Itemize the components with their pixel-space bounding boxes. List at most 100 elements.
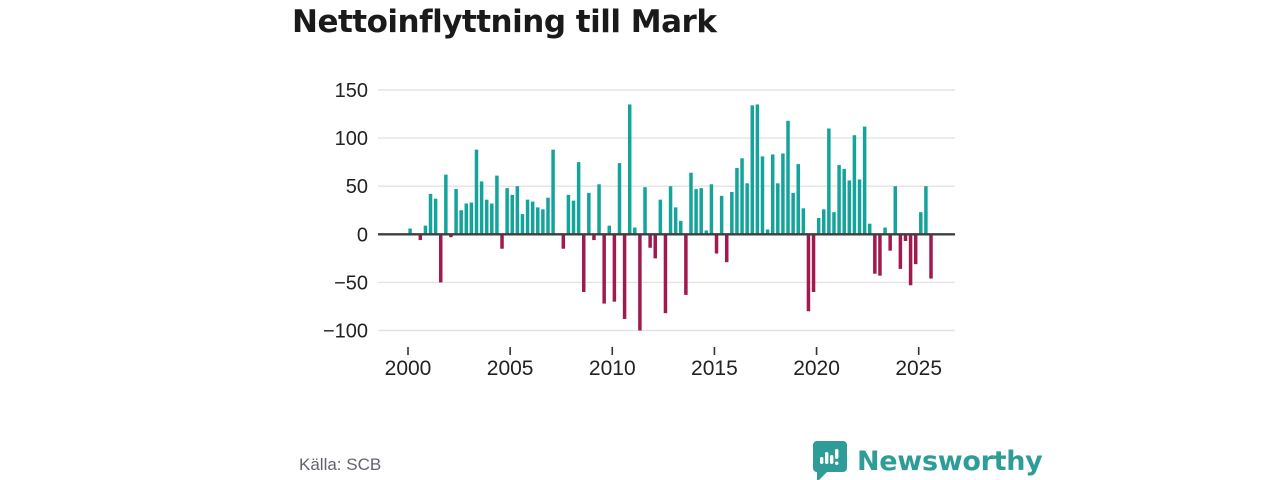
bar <box>893 186 898 235</box>
bar <box>612 234 617 302</box>
bar <box>653 234 657 259</box>
bar <box>515 186 520 235</box>
bar <box>571 200 576 235</box>
bar <box>658 199 663 235</box>
bar <box>919 212 923 235</box>
bar <box>479 181 484 235</box>
bar <box>597 184 601 235</box>
bar <box>423 225 428 235</box>
bar <box>530 201 535 235</box>
bar <box>449 234 453 238</box>
x-axis-tick-label: 2015 <box>691 357 738 380</box>
bar <box>592 234 596 241</box>
bar <box>622 234 627 319</box>
bar <box>811 234 816 293</box>
bar <box>566 194 571 235</box>
bar <box>627 104 632 235</box>
bar <box>786 120 790 235</box>
bar <box>418 234 423 241</box>
bar <box>827 128 831 235</box>
x-axis-tick-label: 2025 <box>895 357 942 380</box>
bar <box>602 234 606 304</box>
bar <box>444 174 448 235</box>
bar <box>709 184 714 235</box>
bar <box>832 212 836 235</box>
y-axis-tick-label: 100 <box>335 128 368 150</box>
bar <box>433 198 438 235</box>
y-axis-tick-label: −50 <box>334 272 368 294</box>
bar <box>428 193 433 235</box>
chart-title: Nettoinflyttning till Mark <box>292 4 717 40</box>
bar <box>806 234 811 312</box>
speech-bubble-bar-chart-icon <box>813 441 847 480</box>
bar <box>873 234 877 274</box>
bar <box>510 194 514 235</box>
brand-name: Newsworthy <box>857 445 1043 477</box>
bar <box>668 186 673 235</box>
bar <box>770 154 775 235</box>
bar <box>898 234 903 269</box>
bar <box>454 189 458 235</box>
bar <box>735 167 739 235</box>
bar <box>684 234 688 295</box>
bar <box>633 227 637 235</box>
bar <box>837 165 841 235</box>
bar <box>484 199 489 235</box>
bar <box>643 187 647 235</box>
y-axis-tick-label: 150 <box>335 80 368 102</box>
bar <box>520 214 525 235</box>
newsworthy-brand: Newsworthy <box>813 441 1043 480</box>
bar <box>929 234 933 279</box>
bar <box>694 189 698 235</box>
x-axis-tick-label: 2020 <box>793 357 840 380</box>
bar <box>842 168 846 235</box>
bar <box>888 234 892 251</box>
bar <box>878 234 882 276</box>
bar <box>730 191 734 235</box>
y-axis-tick-label: −100 <box>323 321 368 343</box>
bar <box>673 207 678 235</box>
bar <box>408 228 412 235</box>
bar <box>536 207 540 235</box>
x-axis-tick-label: 2005 <box>487 357 534 380</box>
bar <box>924 186 928 235</box>
bar <box>867 223 872 235</box>
bar <box>760 156 765 235</box>
bar <box>740 158 744 235</box>
bar <box>607 225 612 235</box>
bar <box>765 229 770 235</box>
bar <box>822 209 826 235</box>
bar <box>638 234 642 331</box>
bar <box>745 183 749 235</box>
y-axis-tick-label: 50 <box>346 176 368 198</box>
bar <box>913 234 918 265</box>
bar <box>883 227 887 235</box>
bar <box>862 126 867 235</box>
bar <box>576 162 581 235</box>
bar <box>490 203 494 235</box>
bar <box>801 208 806 235</box>
bar <box>663 234 668 314</box>
bar <box>500 234 504 249</box>
bar <box>755 104 760 235</box>
bar <box>546 197 550 235</box>
bar <box>679 220 683 235</box>
x-axis-tick-label: 2010 <box>589 357 636 380</box>
bar <box>551 149 555 235</box>
bar <box>505 188 509 235</box>
bar <box>796 164 800 235</box>
bar <box>617 163 622 235</box>
bar <box>714 234 719 254</box>
bar <box>724 234 729 263</box>
x-axis-tick-label: 2000 <box>385 357 432 380</box>
y-axis-tick-label: 0 <box>357 224 368 246</box>
bar <box>648 234 652 248</box>
bar <box>719 195 724 235</box>
bar <box>525 199 530 235</box>
bar <box>847 180 852 235</box>
source-note: Källa: SCB <box>299 455 382 474</box>
bar <box>587 192 591 235</box>
bar <box>469 202 474 235</box>
bar <box>581 234 586 293</box>
